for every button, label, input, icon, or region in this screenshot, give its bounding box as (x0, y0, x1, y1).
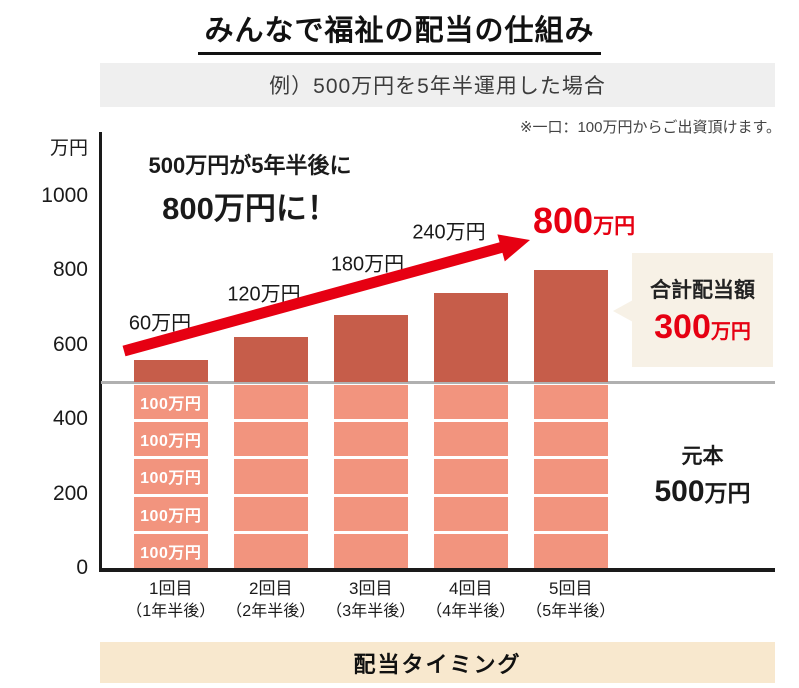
x-tick-round: 2回目 (249, 579, 293, 598)
principal-segment (333, 422, 408, 457)
callout-pointer (613, 300, 633, 322)
x-tick-period: （3年半後） (326, 602, 416, 620)
principal-segment (533, 533, 608, 568)
x-tick-5: 5回目 （5年半後） (526, 578, 615, 623)
total-dividend-amount: 300 万円 (654, 308, 751, 347)
page-title-text: みんなで福祉の配当の仕組み (198, 7, 601, 55)
y-tick-1000: 1000 (41, 184, 88, 207)
principal-segment (533, 459, 608, 494)
total-dividend-title: 合計配当額 (650, 278, 755, 302)
page-title: みんなで福祉の配当の仕組み (0, 7, 799, 55)
dividend-label: 60万円 (128, 312, 192, 335)
principal-segment: 100万円 (133, 422, 208, 457)
x-tick-round: 4回目 (449, 579, 493, 598)
principal-segment (433, 422, 508, 457)
principal-segment (333, 496, 408, 531)
x-tick-1: 1回目 （1年半後） (126, 578, 215, 623)
y-axis-line (99, 132, 102, 570)
dividend-label: 240万円 (412, 221, 486, 244)
principal-segment-label: 100万円 (140, 470, 202, 488)
x-tick-period: （1年半後） (126, 602, 216, 620)
example-banner-text: 例）500万円を5年半運用した場合 (269, 75, 606, 98)
principal-segment (233, 459, 308, 494)
principal-segment (233, 533, 308, 568)
principal-segment (233, 422, 308, 457)
principal-segment (433, 385, 508, 420)
dividend-segment (533, 270, 608, 382)
principal-segment-label: 100万円 (140, 433, 202, 451)
x-tick-4: 4回目 （4年半後） (426, 578, 515, 623)
y-tick-200: 200 (52, 481, 88, 505)
final-amount-value: 800 (533, 200, 594, 241)
dividend-timing-text: 配当タイミング (353, 651, 522, 677)
principal-segment (533, 496, 608, 531)
dividend-segment (233, 337, 308, 382)
y-tick-800: 800 (52, 258, 88, 282)
principal-segment (333, 533, 408, 568)
y-tick-0: 0 (76, 556, 88, 579)
x-tick-round: 3回目 (349, 579, 393, 598)
principal-segment: 100万円 (133, 385, 208, 420)
growth-annotation-line1: 500万円が5年半後に (148, 153, 352, 178)
growth-annotation: 500万円が5年半後に 800万円に！ (120, 148, 380, 228)
x-tick-round: 1回目 (149, 579, 193, 598)
y-tick-400: 400 (52, 407, 88, 431)
x-tick-2: 2回目 （2年半後） (226, 578, 315, 623)
final-amount-unit: 万円 (593, 215, 636, 238)
principal-segment: 100万円 (133, 533, 208, 568)
principal-segment (533, 422, 608, 457)
principal-segment (333, 459, 408, 494)
principal-segment (333, 385, 408, 420)
total-dividend-callout: 合計配当額 300 万円 (613, 253, 773, 367)
principal-segment (233, 385, 308, 420)
principal-label: 元本 (681, 445, 724, 468)
dividend-timing-banner: 配当タイミング (100, 642, 775, 683)
principal-segment: 100万円 (133, 459, 208, 494)
dividend-label: 120万円 (227, 283, 301, 306)
principal-segment: 100万円 (133, 496, 208, 531)
principal-segment-label: 100万円 (140, 544, 202, 562)
principal-segment-label: 100万円 (140, 507, 202, 525)
example-banner: 例）500万円を5年半運用した場合 (100, 63, 775, 107)
dividend-segment (133, 359, 208, 382)
principal-value: 500 (654, 475, 705, 508)
principal-segment-label: 100万円 (140, 396, 202, 414)
principal-segment (433, 459, 508, 494)
principal-segment (433, 533, 508, 568)
principal-500-line (101, 381, 775, 384)
x-tick-3: 3回目 （3年半後） (326, 578, 415, 623)
dividend-label: 180万円 (330, 253, 405, 276)
final-amount-label: 800 万円 (533, 200, 635, 242)
x-tick-round: 5回目 (549, 579, 593, 598)
x-tick-period: （2年半後） (226, 602, 316, 620)
total-dividend-value: 300 (654, 307, 711, 346)
principal-unit: 万円 (704, 480, 751, 506)
x-axis-line (99, 568, 775, 572)
investment-unit-note: ※一口：100万円からご出資頂けます。 (519, 119, 781, 136)
y-tick-600: 600 (52, 332, 88, 356)
y-axis-unit-label: 万円 (49, 138, 88, 159)
principal-amount: 500 万円 (632, 474, 773, 509)
principal-segment (233, 496, 308, 531)
dividend-segment (333, 315, 408, 382)
x-tick-period: （4年半後） (426, 602, 516, 620)
growth-annotation-line2: 800万円に！ (162, 191, 338, 226)
x-tick-period: （5年半後） (526, 602, 616, 620)
total-dividend-unit: 万円 (710, 320, 751, 343)
principal-segment (533, 385, 608, 420)
principal-segment (433, 496, 508, 531)
dividend-segment (433, 292, 508, 382)
principal-box: 元本 500 万円 (632, 440, 773, 509)
